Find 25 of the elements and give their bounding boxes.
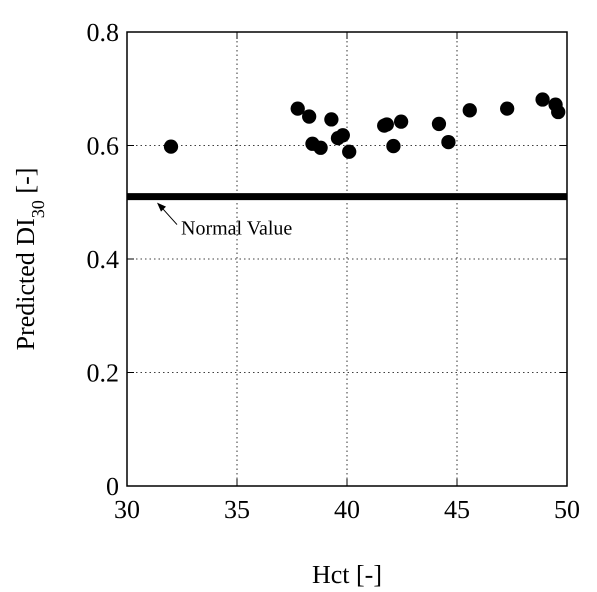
- point: [342, 144, 356, 159]
- point: [336, 128, 350, 142]
- point: [164, 140, 178, 154]
- x-tick-label: 50: [554, 495, 580, 524]
- point: [386, 138, 401, 154]
- legend-label: Normal Value: [181, 218, 292, 240]
- point: [551, 104, 566, 120]
- point: [324, 112, 339, 127]
- point: [500, 101, 514, 116]
- x-tick-label: 40: [334, 495, 360, 524]
- point: [535, 92, 550, 107]
- y-tick-label: 0.4: [86, 245, 119, 274]
- y-tick-label: 0.2: [86, 358, 119, 388]
- point: [441, 134, 456, 150]
- x-tick-label: 45: [444, 495, 470, 524]
- x-axis-title: Hct [-]: [312, 560, 382, 589]
- point: [394, 114, 408, 129]
- point: [462, 103, 477, 118]
- y-tick-label: 0.6: [86, 132, 119, 160]
- point: [313, 140, 328, 155]
- point: [302, 109, 316, 124]
- point: [290, 101, 305, 116]
- x-tick-label: 35: [224, 495, 250, 524]
- y-tick-label: 0.8: [86, 18, 119, 47]
- point: [432, 116, 446, 132]
